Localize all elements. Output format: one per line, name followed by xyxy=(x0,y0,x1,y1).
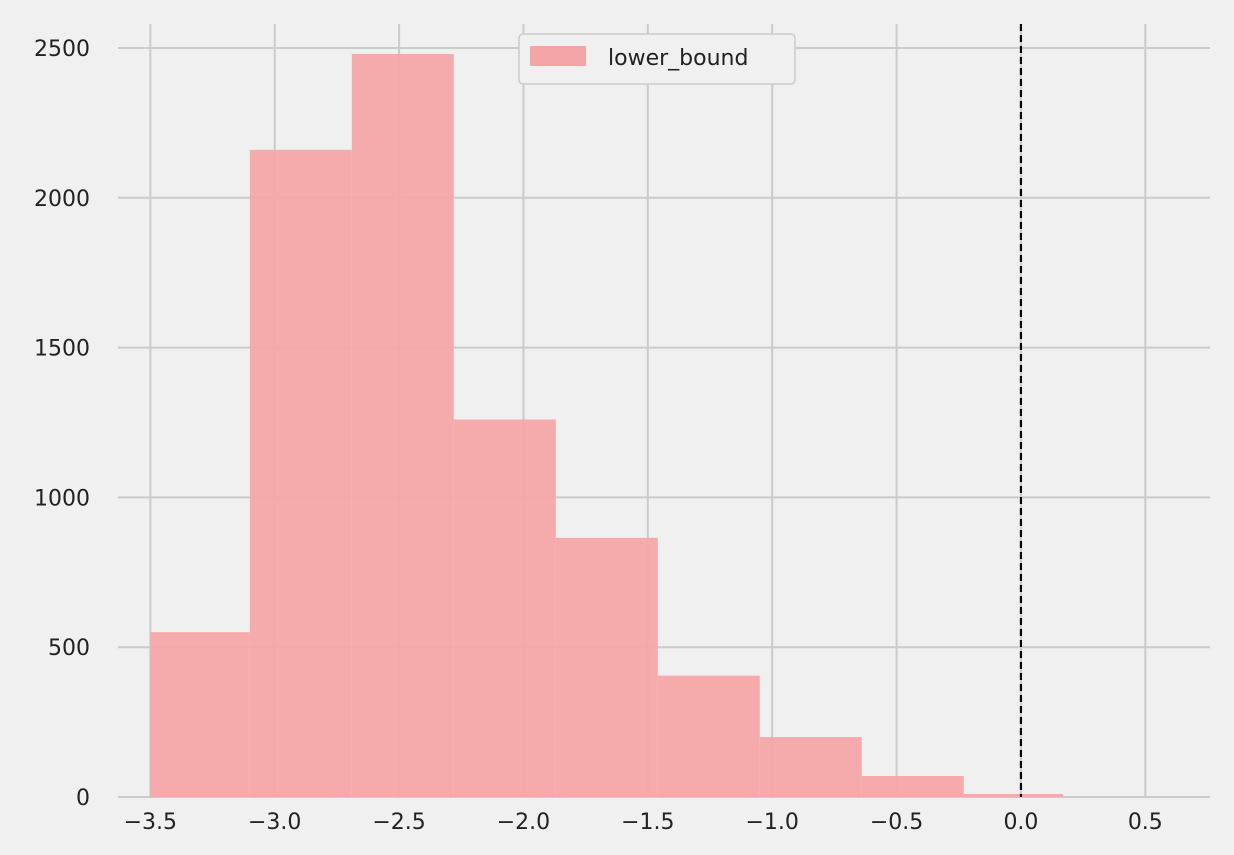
y-tick-label: 500 xyxy=(48,636,90,661)
histogram-bar xyxy=(453,419,556,797)
y-tick-label: 1500 xyxy=(34,337,90,362)
x-tick-label: 0.0 xyxy=(1003,810,1038,835)
legend-label: lower_bound xyxy=(608,46,748,71)
x-tick-label: −3.0 xyxy=(248,810,301,835)
x-tick-label: −2.5 xyxy=(372,810,425,835)
x-tick-label: −0.5 xyxy=(870,810,923,835)
x-tick-label: −3.5 xyxy=(124,810,177,835)
legend-swatch xyxy=(530,46,586,66)
histogram-bar xyxy=(555,537,658,797)
histogram-bar xyxy=(963,794,1064,797)
histogram-bar xyxy=(249,149,352,797)
legend-frame xyxy=(518,33,796,85)
x-tick-labels: −3.5 −3.0 −2.5 −2.0 −1.5 −1.0 −0.5 0.0 0.5 xyxy=(124,810,1163,835)
legend: lower_bound xyxy=(518,33,796,85)
y-tick-label: 0 xyxy=(76,786,90,811)
histogram-bar xyxy=(759,737,862,797)
y-tick-label: 2000 xyxy=(34,187,90,212)
x-tick-label: −2.0 xyxy=(497,810,550,835)
x-tick-label: −1.5 xyxy=(621,810,674,835)
histogram-bar xyxy=(657,675,760,797)
y-tick-label: 2500 xyxy=(34,37,90,62)
histogram-bars xyxy=(150,53,1064,797)
x-tick-label: 0.5 xyxy=(1128,810,1163,835)
x-tick-label: −1.0 xyxy=(745,810,798,835)
histogram-bar xyxy=(150,632,250,797)
y-tick-label: 1000 xyxy=(34,486,90,511)
histogram-bar xyxy=(861,776,964,797)
y-tick-labels: 0 500 1000 1500 2000 2500 xyxy=(34,37,90,811)
histogram-bar xyxy=(351,53,454,797)
